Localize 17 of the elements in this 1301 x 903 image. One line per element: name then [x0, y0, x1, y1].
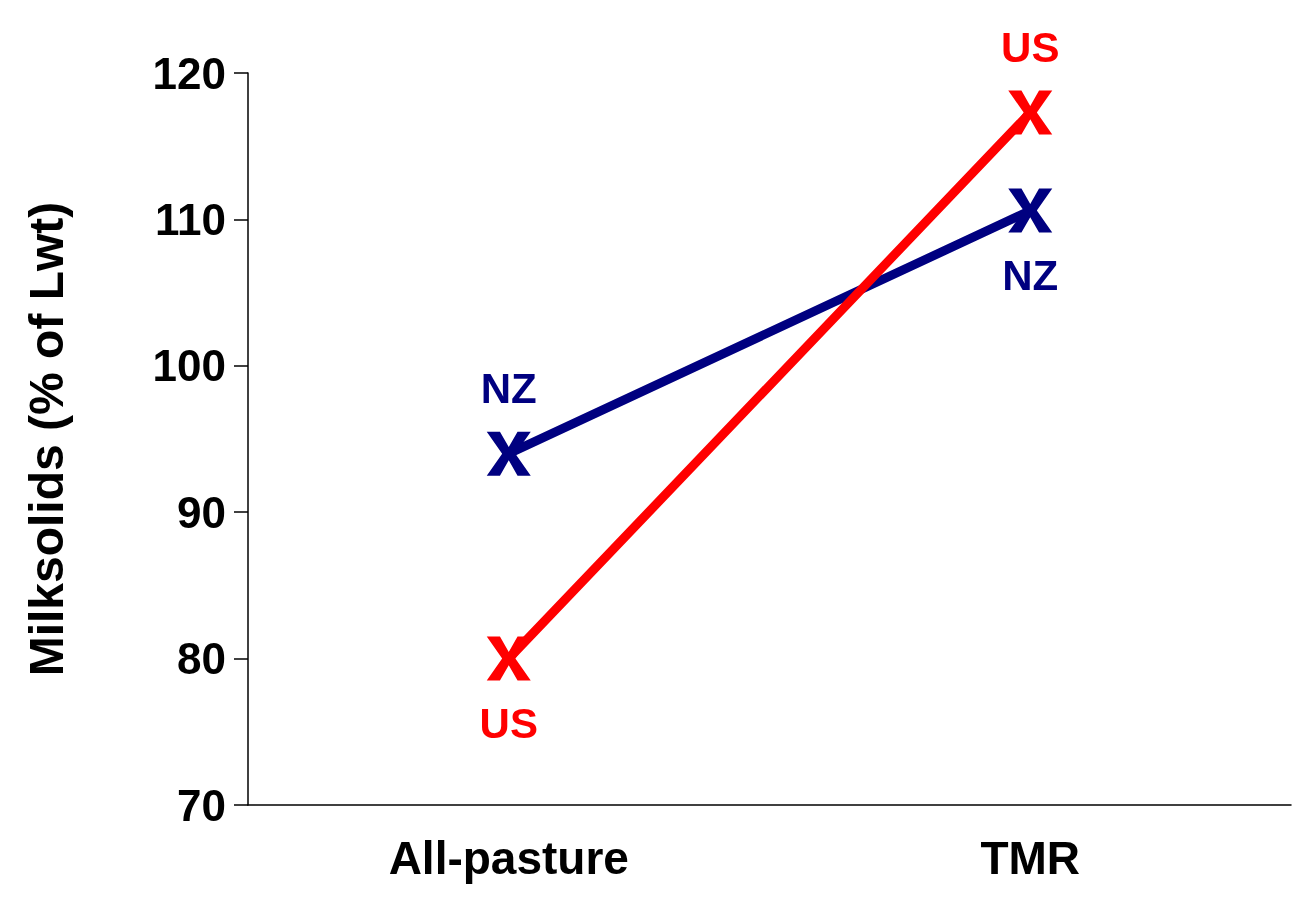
y-tick-label: 120 — [152, 48, 226, 98]
y-tick-label: 90 — [177, 487, 226, 537]
y-axis-title: Milksolids (% of Lwt) — [19, 201, 73, 677]
y-tick-label: 80 — [177, 634, 226, 684]
text: US — [1001, 24, 1060, 72]
point — [1008, 188, 1053, 233]
y-tick-label: 100 — [152, 341, 226, 391]
y-tick-label: 110 — [155, 194, 226, 244]
series-label: US — [479, 700, 538, 748]
x-tick-label: TMR — [980, 832, 1081, 884]
point — [486, 431, 531, 476]
point — [1008, 90, 1053, 135]
y-tick-label: 70 — [177, 780, 226, 830]
x-tick-label: All-pasture — [388, 832, 629, 884]
point — [486, 636, 531, 681]
text: NZ — [1002, 252, 1059, 300]
series-label: NZ — [480, 365, 537, 413]
